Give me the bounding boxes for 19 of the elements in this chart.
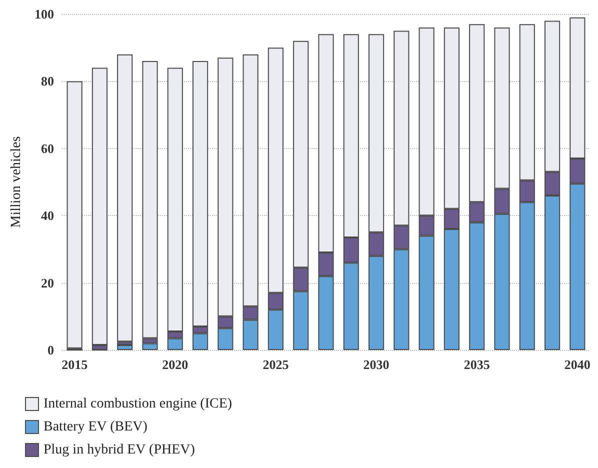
x-tick-label: 2020 xyxy=(162,357,188,372)
legend-label: Plug in hybrid EV (PHEV) xyxy=(44,442,196,458)
y-axis-title: Million vehicles xyxy=(9,136,24,228)
x-tick-label: 2025 xyxy=(262,357,290,372)
y-tick-label: 100 xyxy=(34,6,54,22)
bar xyxy=(117,344,133,350)
y-tick-label: 20 xyxy=(41,275,54,290)
legend-label: Battery EV (BEV) xyxy=(44,420,148,434)
y-tick-label: 0 xyxy=(48,342,54,358)
bar xyxy=(117,54,133,342)
bar xyxy=(66,81,82,348)
x-tick-label: 2035 xyxy=(464,357,490,372)
y-tick-label: 80 xyxy=(41,74,54,89)
legend-label: Internal combustion engine (ICE) xyxy=(44,396,232,412)
y-tick-label: 40 xyxy=(41,208,54,224)
x-tick-label: 2040 xyxy=(564,357,590,372)
y-tick-label: 60 xyxy=(41,140,54,156)
x-tick-label: 2030 xyxy=(363,357,390,372)
x-tick-label: 2015 xyxy=(62,357,88,372)
